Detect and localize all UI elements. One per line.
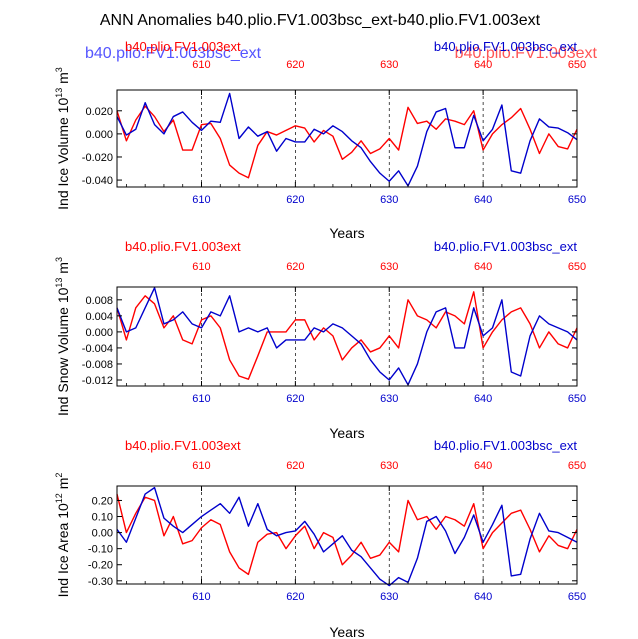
y-axis-label: Ind Ice Volume 1013 m3 xyxy=(54,67,71,210)
left-series-label: b40.plio.FV1.003ext xyxy=(125,39,241,54)
x-tick-label-top: 630 xyxy=(380,261,398,273)
x-tick-label-top: 640 xyxy=(474,460,492,472)
x-axis-label: Years xyxy=(329,425,364,441)
x-axis-label: Years xyxy=(329,624,364,639)
series-line-blue xyxy=(116,92,578,187)
figure-title: ANN Anomalies b40.plio.FV1.003bsc_ext-b4… xyxy=(100,12,541,29)
x-tick-label-top: 610 xyxy=(192,261,210,273)
ghost-blue-label: b40.plio.FV1.003bsc_ext xyxy=(85,45,262,62)
panel-1: 0.020 0.000 -0.020 -0.040 610 610 620 620 630 630… xyxy=(54,39,586,241)
x-tick-label-bottom: 640 xyxy=(474,194,492,206)
y-tick-label: 0.008 xyxy=(85,295,113,307)
y-tick-label: -0.30 xyxy=(88,576,113,588)
right-series-label: b40.plio.FV1.003bsc_ext xyxy=(434,239,577,254)
left-series-label: b40.plio.FV1.003ext xyxy=(125,239,241,254)
x-tick-label-bottom: 650 xyxy=(568,393,586,405)
x-tick-label-top: 650 xyxy=(568,59,586,71)
x-tick-label-top: 650 xyxy=(568,261,586,273)
series-line-red xyxy=(116,493,578,576)
right-series-label: b40.plio.FV1.003bsc_ext xyxy=(434,39,577,54)
x-tick-label-bottom: 610 xyxy=(192,194,210,206)
x-tick-label-bottom: 650 xyxy=(568,591,586,603)
y-tick-label: 0.004 xyxy=(85,311,113,323)
x-tick-label-bottom: 630 xyxy=(380,393,398,405)
x-tick-label-bottom: 610 xyxy=(192,393,210,405)
y-tick-label: -0.20 xyxy=(88,560,113,572)
left-series-label: b40.plio.FV1.003ext xyxy=(125,438,241,453)
y-tick-label: -0.040 xyxy=(82,175,113,187)
x-tick-label-top: 620 xyxy=(286,261,304,273)
x-tick-label-bottom: 640 xyxy=(474,591,492,603)
series-line-red xyxy=(116,291,578,380)
x-tick-label-bottom: 630 xyxy=(380,194,398,206)
x-tick-label-bottom: 630 xyxy=(380,591,398,603)
x-tick-label-top: 620 xyxy=(286,460,304,472)
panel-2: 0.008 0.004 0.000 -0.004 -0.008 -0.012 610 610 6… xyxy=(54,239,586,441)
x-tick-label-top: 650 xyxy=(568,460,586,472)
right-series-label: b40.plio.FV1.003bsc_ext xyxy=(434,438,577,453)
x-tick-label-bottom: 620 xyxy=(286,393,304,405)
y-tick-label: 0.10 xyxy=(92,512,113,524)
x-tick-label-bottom: 620 xyxy=(286,591,304,603)
x-tick-label-bottom: 640 xyxy=(474,393,492,405)
y-axis-label: Ind Ice Area 1012 m2 xyxy=(54,473,71,598)
x-tick-label-bottom: 610 xyxy=(192,591,210,603)
plot-frame xyxy=(116,485,578,585)
series-line-red xyxy=(116,105,578,179)
y-tick-label: -0.020 xyxy=(82,152,113,164)
x-tick-label-top: 640 xyxy=(474,261,492,273)
x-tick-label-bottom: 620 xyxy=(286,194,304,206)
y-tick-label: 0.00 xyxy=(92,528,113,540)
x-tick-label-top: 630 xyxy=(380,59,398,71)
x-tick-label-top: 630 xyxy=(380,460,398,472)
y-axis-label: Ind Snow Volume 1013 m3 xyxy=(54,257,71,416)
y-tick-label: 0.20 xyxy=(92,495,113,507)
ghost-red-label: b40.plio.FV1.003ext xyxy=(455,45,598,62)
plot-frame xyxy=(116,286,578,387)
series-line-blue xyxy=(116,486,578,587)
y-tick-label: 0.000 xyxy=(85,327,113,339)
y-tick-label: 0.000 xyxy=(85,129,113,141)
x-tick-label-bottom: 650 xyxy=(568,194,586,206)
series-line-blue xyxy=(116,287,578,386)
y-tick-label: -0.004 xyxy=(82,343,113,355)
panel-3: 0.20 0.10 0.00 -0.10 -0.20 -0.30 610 610 620 620 6… xyxy=(54,438,586,639)
y-tick-label: -0.012 xyxy=(82,375,113,387)
x-axis-label: Years xyxy=(329,225,364,241)
x-tick-label-top: 640 xyxy=(474,59,492,71)
y-tick-label: 0.020 xyxy=(85,106,113,118)
plot-frame xyxy=(116,89,578,188)
y-tick-label: -0.10 xyxy=(88,544,113,556)
x-tick-label-top: 620 xyxy=(286,59,304,71)
y-tick-label: -0.008 xyxy=(82,359,113,371)
x-tick-label-top: 610 xyxy=(192,460,210,472)
x-tick-label-top: 610 xyxy=(192,59,210,71)
